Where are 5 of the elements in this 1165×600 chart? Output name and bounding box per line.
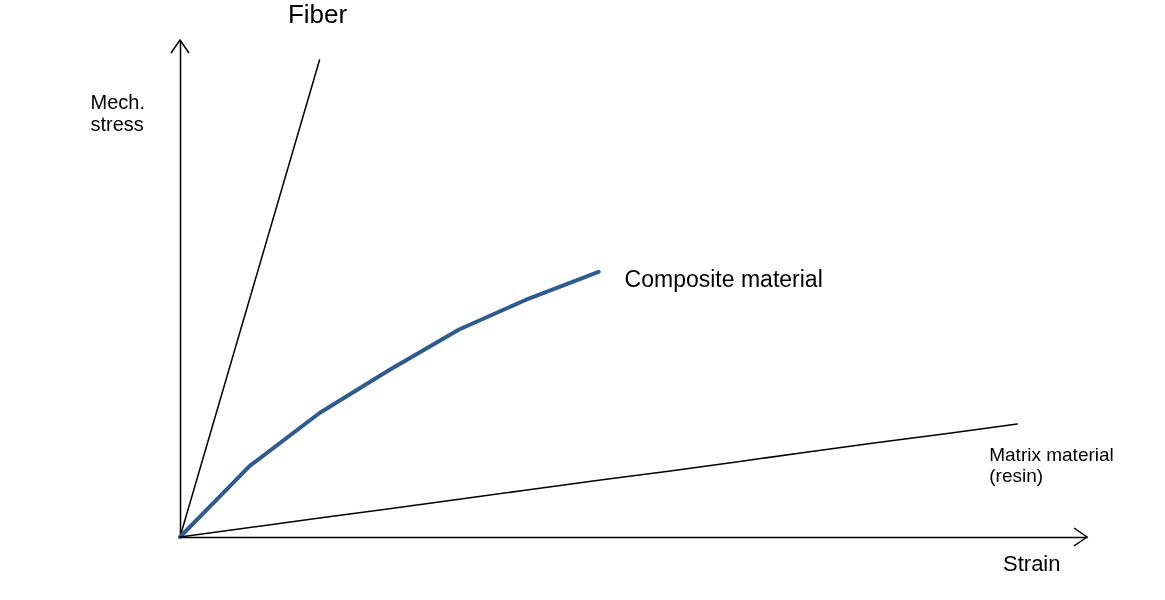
series-label: Matrix material (resin) — [989, 443, 1114, 486]
series-label: Fiber — [287, 0, 348, 30]
y-axis-title: Mech. stress — [90, 90, 145, 135]
series-label: Composite material — [624, 265, 823, 292]
x-axis-title: Strain — [1003, 550, 1061, 576]
